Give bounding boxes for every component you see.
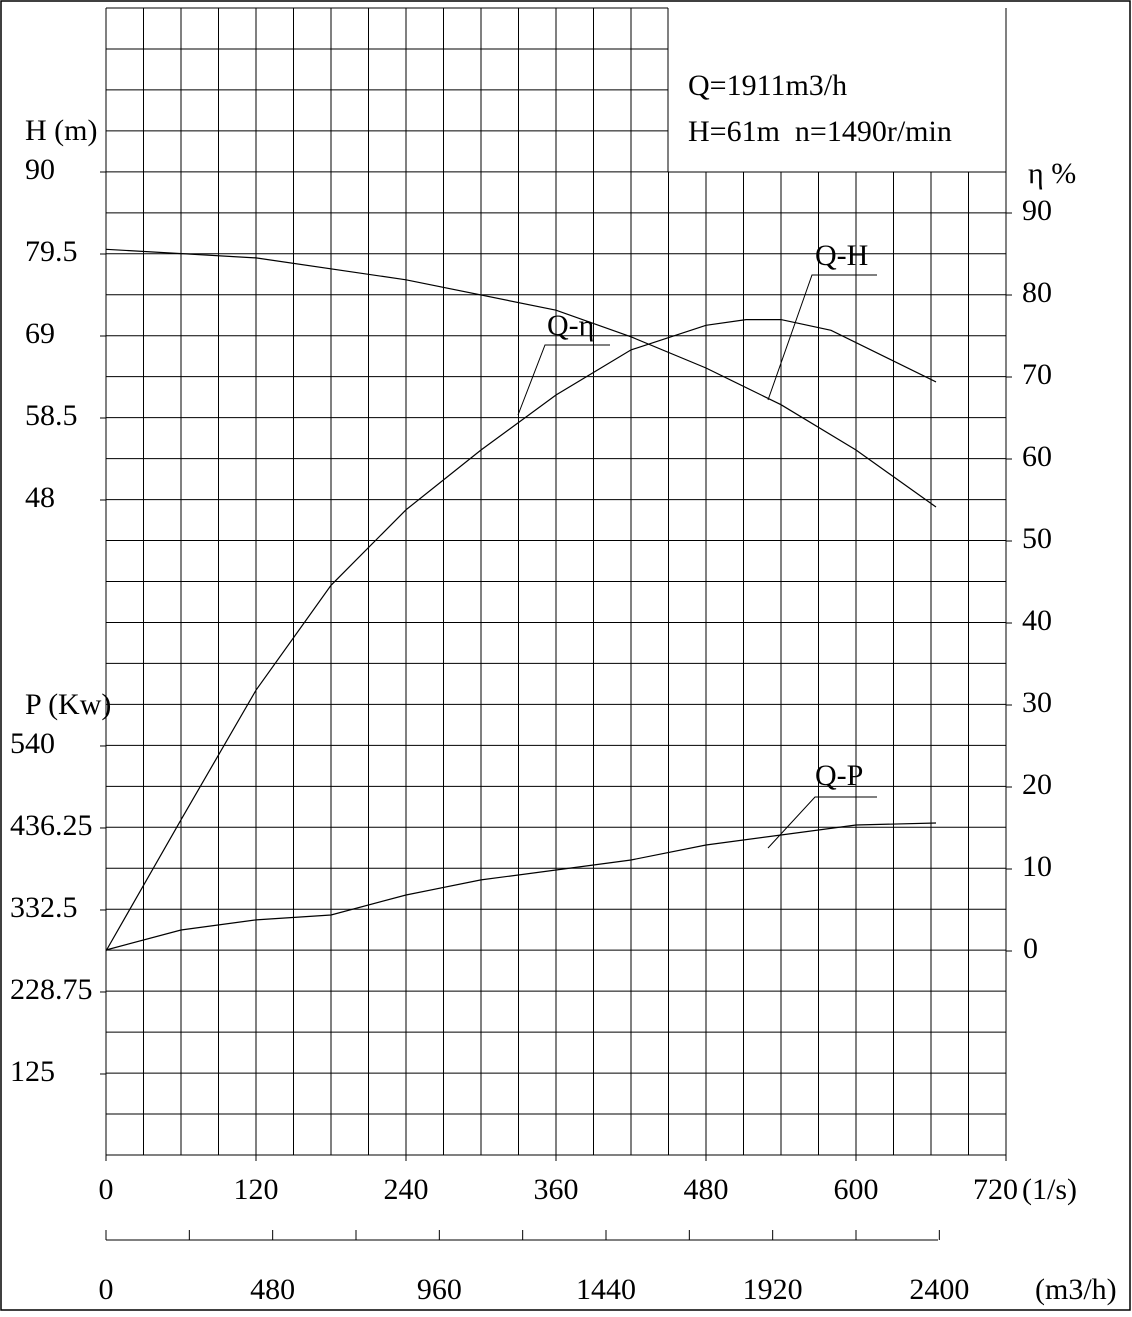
x2-tick-label: 480 bbox=[250, 1273, 295, 1306]
y2-tick-label: 20 bbox=[1022, 768, 1052, 801]
y2-tick-label: 60 bbox=[1022, 440, 1052, 473]
leader-line bbox=[767, 274, 877, 401]
curve bbox=[105, 248, 937, 508]
y2-tick-label: 30 bbox=[1022, 686, 1052, 719]
curve-label: Q-P bbox=[815, 759, 863, 792]
grid bbox=[105, 7, 1007, 1156]
leader-line bbox=[767, 796, 877, 849]
annotation: Q=1911m3/h bbox=[688, 69, 847, 102]
annotation: H=61m n=1490r/min bbox=[688, 115, 952, 148]
x-tick-label: 600 bbox=[834, 1173, 879, 1206]
x2-tick-label: 1920 bbox=[743, 1273, 803, 1306]
x2-tick-label: 960 bbox=[417, 1273, 462, 1306]
y2-tick-label: 0 bbox=[1023, 932, 1038, 965]
x-tick-label: 480 bbox=[684, 1173, 729, 1206]
leader-line bbox=[517, 344, 610, 416]
y-tick-label: 90 bbox=[25, 153, 55, 186]
y2-tick-label: 50 bbox=[1022, 522, 1052, 555]
y2-tick-label: 40 bbox=[1022, 604, 1052, 637]
y2-tick-label: 10 bbox=[1022, 850, 1052, 883]
x-tick-label: 360 bbox=[534, 1173, 579, 1206]
y-tick-label: 69 bbox=[25, 317, 55, 350]
curve bbox=[105, 319, 937, 952]
y3-tick-label: 540 bbox=[10, 727, 55, 760]
y-axis-label: H (m) bbox=[25, 114, 97, 147]
y3-tick-label: 436.25 bbox=[10, 809, 93, 842]
x-tick-label: 0 bbox=[99, 1173, 114, 1206]
x-tick-label: 240 bbox=[384, 1173, 429, 1206]
x-tick-label: 720 bbox=[973, 1173, 1018, 1206]
curve bbox=[105, 822, 937, 951]
y-tick-label: 48 bbox=[25, 481, 55, 514]
curve-label: Q-H bbox=[815, 239, 868, 272]
x2-axis-label: (m3/h) bbox=[1035, 1273, 1117, 1306]
x-axis-label: (1/s) bbox=[1022, 1173, 1077, 1206]
curve-label: Q-η bbox=[547, 309, 594, 342]
y-tick-label: 58.5 bbox=[25, 399, 78, 432]
x-tick-label: 120 bbox=[234, 1173, 279, 1206]
x2-tick-label: 0 bbox=[99, 1273, 114, 1306]
y-tick-label: 79.5 bbox=[25, 235, 78, 268]
y3-tick-label: 332.5 bbox=[10, 891, 78, 924]
y3-tick-label: 228.75 bbox=[10, 973, 93, 1006]
x2-tick-label: 1440 bbox=[576, 1273, 636, 1306]
y2-axis-label: η % bbox=[1028, 157, 1076, 190]
y2-tick-label: 80 bbox=[1022, 276, 1052, 309]
y2-tick-label: 70 bbox=[1022, 358, 1052, 391]
x2-tick-label: 2400 bbox=[909, 1273, 969, 1306]
y3-tick-label: 125 bbox=[10, 1055, 55, 1088]
y3-axis-label: P (Kw) bbox=[25, 688, 111, 721]
y2-tick-label: 90 bbox=[1022, 194, 1052, 227]
